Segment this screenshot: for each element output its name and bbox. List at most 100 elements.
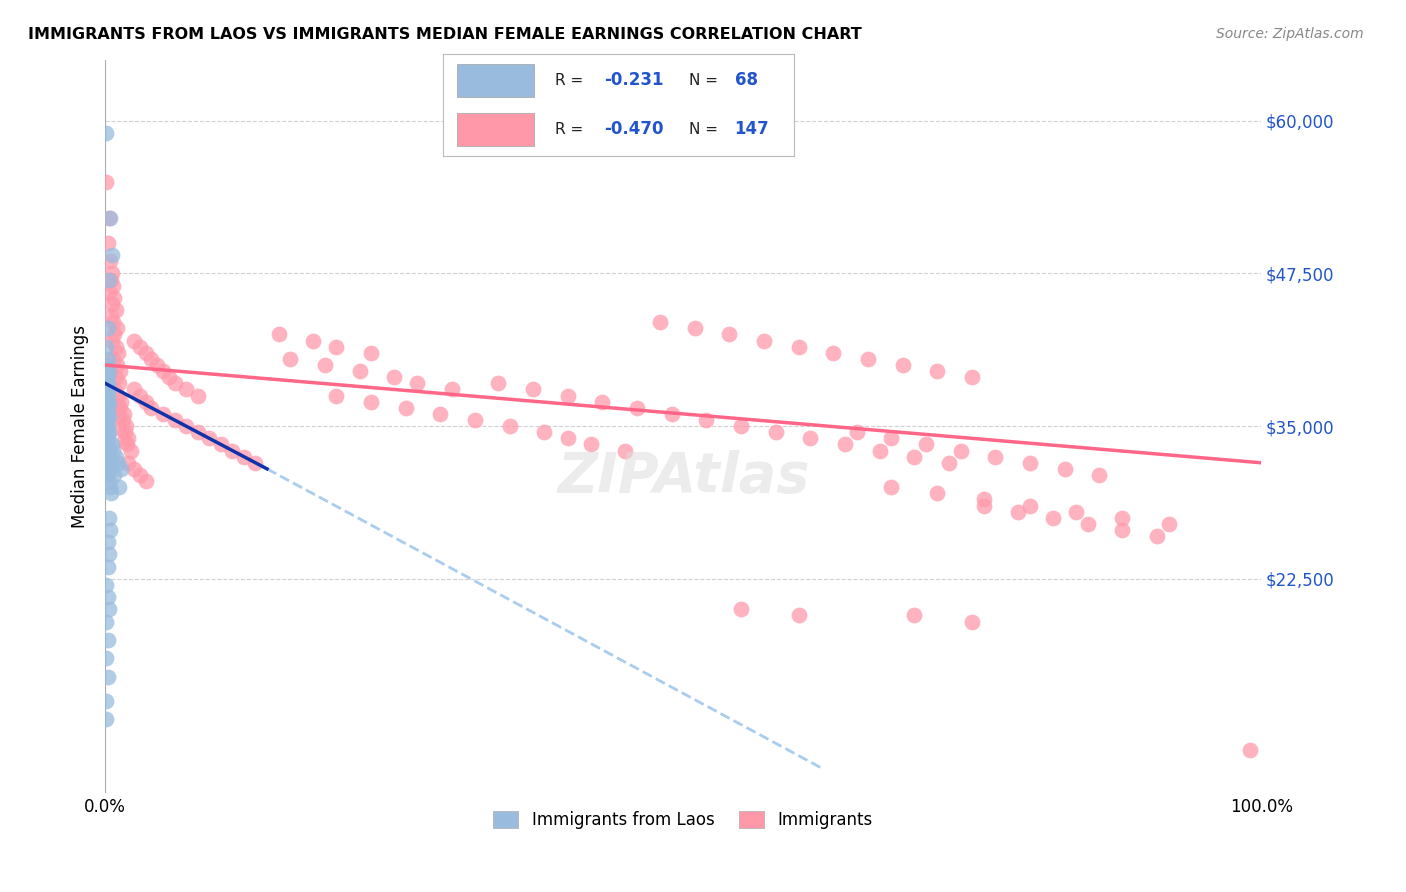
Point [111,413,134,427]
Point [100,486,122,500]
Y-axis label: Median Female Earnings: Median Female Earnings [72,325,89,528]
Point [1007,505,1029,519]
Point [973,492,995,507]
Point [103,327,125,342]
Point [557,431,579,445]
Point [152,407,174,421]
Point [96,429,118,443]
Point [117,456,139,470]
Point [187,425,209,440]
Point [141,401,163,415]
Point [96,394,118,409]
Point [96,401,118,415]
Point [96,468,118,483]
Text: N =: N = [689,72,718,87]
Point [96,651,118,665]
Point [103,315,125,329]
Point [232,450,254,464]
Point [96,559,118,574]
Point [97,364,120,378]
Point [96,388,118,402]
Point [97,462,120,476]
Point [845,425,868,440]
Point [938,456,960,470]
Point [557,388,579,402]
Point [96,456,118,470]
Point [163,413,186,427]
Point [752,334,775,348]
Point [799,431,821,445]
Point [486,376,509,391]
Point [1053,462,1076,476]
Point [1019,499,1042,513]
Bar [457,64,534,96]
Point [104,450,127,464]
Point [96,392,118,407]
Point [174,419,197,434]
Point [683,321,706,335]
Point [163,376,186,391]
Point [730,419,752,434]
Point [107,346,129,360]
Point [107,388,129,402]
Point [96,404,118,418]
Legend: Immigrants from Laos, Immigrants: Immigrants from Laos, Immigrants [486,804,880,836]
Point [880,431,903,445]
Point [96,235,118,250]
Point [1239,743,1261,757]
Point [1019,456,1042,470]
Text: -0.470: -0.470 [605,120,664,138]
Point [104,370,127,384]
Point [96,443,118,458]
Point [614,443,637,458]
Text: Source: ZipAtlas.com: Source: ZipAtlas.com [1216,27,1364,41]
Point [128,468,150,483]
Point [146,358,169,372]
Point [96,413,118,427]
Point [787,340,810,354]
Point [120,443,142,458]
Point [869,443,891,458]
Point [360,394,382,409]
Point [110,394,132,409]
Point [100,272,122,286]
Point [152,364,174,378]
Point [198,431,221,445]
Point [96,578,118,592]
Point [114,425,136,440]
Point [108,376,131,391]
Point [128,340,150,354]
Point [101,297,124,311]
Point [103,443,125,458]
Point [96,380,118,394]
Point [221,443,243,458]
Point [927,364,949,378]
Point [104,303,127,318]
Point [100,309,122,323]
Point [730,602,752,616]
Point [105,397,128,411]
Point [1077,516,1099,531]
Point [96,466,118,480]
Point [96,437,118,451]
Point [97,474,120,488]
Point [96,670,118,684]
Point [349,364,371,378]
Point [325,340,347,354]
Text: -0.231: -0.231 [605,71,664,89]
Point [765,425,787,440]
Point [1064,505,1087,519]
Point [107,456,129,470]
Point [648,315,671,329]
Point [103,468,125,483]
Point [101,248,124,262]
Point [103,383,125,397]
Point [97,272,120,286]
Point [112,407,135,421]
Point [325,388,347,402]
Point [903,608,925,623]
Point [128,388,150,402]
Point [927,486,949,500]
Point [278,351,301,366]
Point [973,499,995,513]
